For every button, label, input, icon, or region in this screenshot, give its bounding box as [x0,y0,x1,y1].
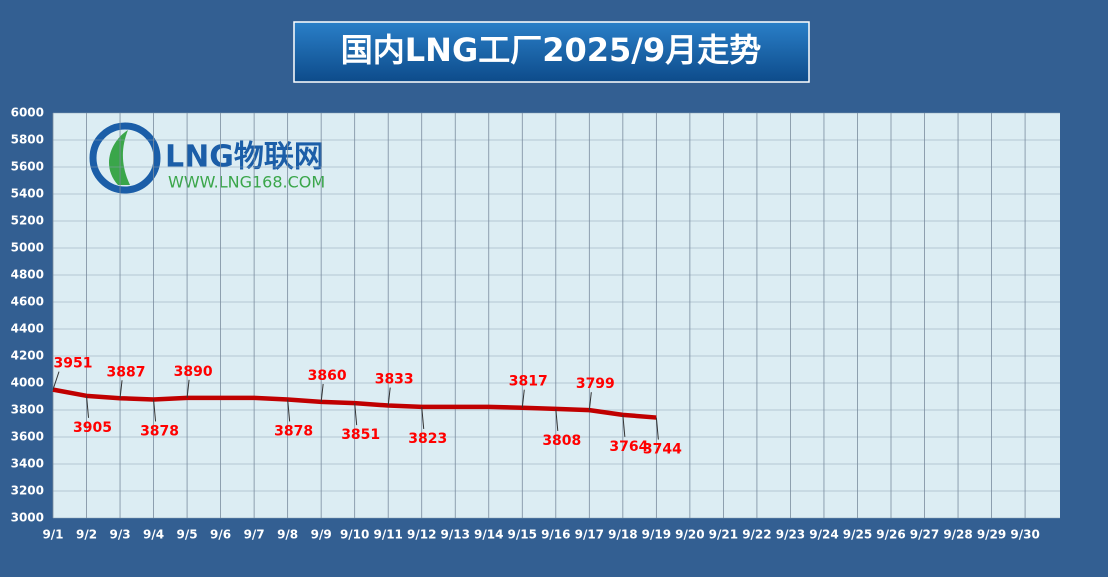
leader-line [588,392,592,411]
leader-line [655,417,659,440]
x-tick-label: 9/7 [244,528,265,542]
x-tick-label: 9/21 [709,528,738,542]
x-tick-label: 9/23 [776,528,805,542]
data-label: 3878 [274,423,313,439]
y-tick-label: 4400 [11,322,44,336]
data-label: 3890 [174,364,213,380]
x-tick-label: 9/5 [177,528,198,542]
logo-leaf [109,130,130,185]
x-tick-label: 9/12 [407,528,436,542]
y-tick-label: 3200 [11,484,44,498]
y-tick-label: 3800 [11,403,44,417]
y-tick-label: 4800 [11,268,44,282]
x-tick-label: 9/11 [373,528,402,542]
data-label: 3905 [73,420,112,436]
y-tick-label: 3400 [11,457,44,471]
leader-line [421,406,425,429]
x-tick-label: 9/13 [441,528,470,542]
y-tick-label: 4600 [11,295,44,309]
leader-line [555,408,559,431]
x-tick-label: 9/24 [809,528,838,542]
leader-line [186,379,190,398]
leader-line [354,403,358,426]
y-tick-label: 5600 [11,160,44,174]
x-tick-label: 9/6 [210,528,231,542]
leader-line [320,383,324,402]
x-tick-label: 9/2 [76,528,97,542]
x-tick-label: 9/30 [1010,528,1039,542]
logo-brand: LNG物联网 [165,140,324,175]
y-tick-label: 5400 [11,187,44,201]
data-label: 3951 [54,356,93,372]
y-tick-label: 5800 [11,133,44,147]
leader-line [153,399,157,422]
x-tick-label: 9/28 [943,528,972,542]
logo-url: WWW.LNG168.COM [168,173,325,192]
x-tick-label: 9/14 [474,528,503,542]
x-tick-label: 9/18 [608,528,637,542]
x-tick-label: 9/15 [508,528,537,542]
y-tick-label: 5200 [11,214,44,228]
x-tick-label: 9/19 [642,528,671,542]
x-tick-label: 9/16 [541,528,570,542]
x-tick-label: 9/9 [311,528,332,542]
logo: LNG物联网 WWW.LNG168.COM [89,122,325,194]
data-label: 3860 [308,368,347,384]
x-tick-label: 9/4 [143,528,164,542]
data-label: 3764 [609,439,648,455]
x-tick-label: 9/17 [575,528,604,542]
data-label: 3817 [509,374,548,390]
leader-line [622,414,626,437]
leader-line [119,380,123,399]
data-label: 3851 [341,427,380,443]
x-tick-label: 9/25 [843,528,872,542]
x-tick-label: 9/29 [977,528,1006,542]
data-label: 3887 [107,364,146,380]
x-tick-label: 9/10 [340,528,369,542]
y-tick-label: 5000 [11,241,44,255]
data-label: 3808 [542,433,581,449]
y-tick-label: 3600 [11,430,44,444]
leader-line [52,371,60,390]
leader-line [287,399,291,422]
chart-title: 国内LNG工厂2025/9月走势 [341,31,761,69]
data-label: 3744 [643,442,682,458]
x-tick-label: 9/22 [742,528,771,542]
x-tick-label: 9/8 [277,528,298,542]
y-tick-label: 6000 [11,106,44,120]
logo-ring [89,122,161,194]
y-tick-label: 4000 [11,376,44,390]
data-label: 3833 [375,372,414,388]
data-label: 3878 [140,423,179,439]
x-tick-label: 9/3 [109,528,130,542]
data-label: 3799 [576,376,615,392]
x-tick-label: 9/1 [42,528,63,542]
x-tick-label: 9/26 [876,528,905,542]
x-tick-label: 9/20 [675,528,704,542]
title-box [293,21,810,83]
data-label: 3823 [408,431,447,447]
leader-line [387,387,391,406]
leader-line [521,389,525,408]
y-tick-label: 3000 [11,511,44,525]
x-tick-label: 9/27 [910,528,939,542]
leader-line [86,395,90,418]
y-tick-label: 4200 [11,349,44,363]
